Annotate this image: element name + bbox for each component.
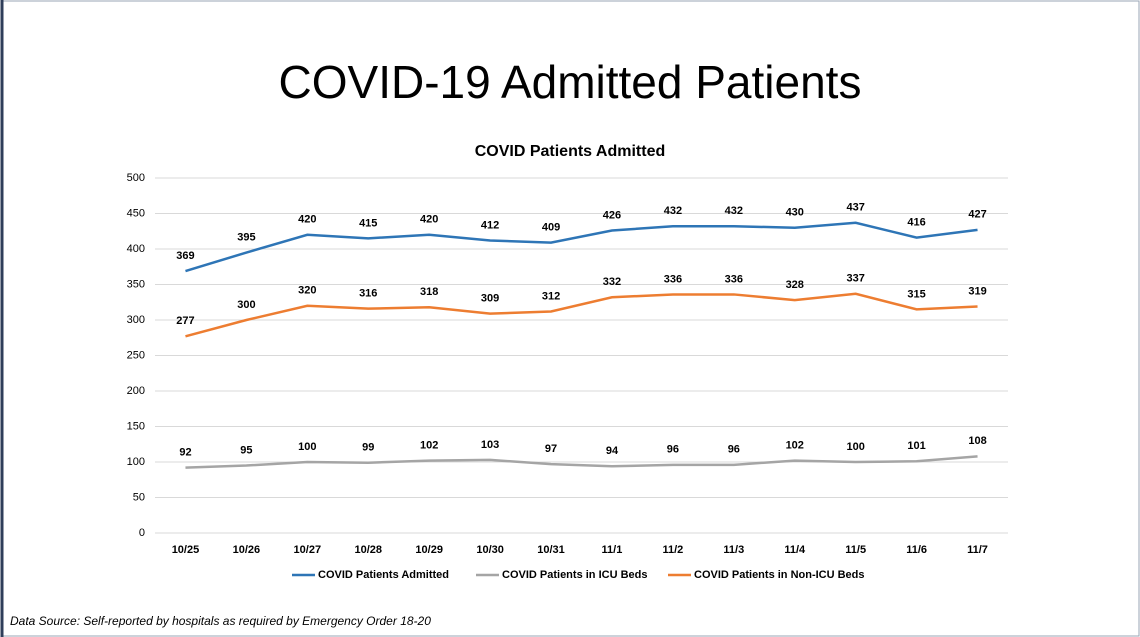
x-tick-label: 10/30 [476, 544, 504, 556]
series-line [185, 455, 978, 469]
y-tick-label: 50 [133, 491, 145, 503]
data-label: 277 [176, 315, 194, 327]
data-label: 432 [725, 205, 743, 217]
data-label: 108 [968, 435, 986, 447]
x-tick-label: 10/25 [172, 544, 200, 556]
y-tick-label: 350 [127, 278, 145, 290]
data-label: 395 [237, 231, 255, 243]
y-tick-label: 300 [127, 314, 145, 326]
y-tick-label: 150 [127, 420, 145, 432]
data-label: 103 [481, 439, 499, 451]
data-label: 100 [298, 441, 316, 453]
data-label: 409 [542, 222, 560, 234]
data-label: 95 [240, 444, 252, 456]
y-tick-label: 450 [127, 207, 145, 219]
data-label: 412 [481, 219, 499, 231]
data-label: 420 [420, 214, 438, 226]
data-label: 332 [603, 276, 621, 288]
data-label: 315 [907, 288, 925, 300]
data-label: 94 [606, 445, 619, 457]
data-label: 319 [968, 285, 986, 297]
data-label: 316 [359, 288, 377, 300]
x-tick-label: 10/27 [294, 544, 322, 556]
x-tick-label: 11/3 [723, 544, 744, 556]
x-tick-label: 11/6 [906, 544, 927, 556]
data-label: 300 [237, 299, 255, 311]
data-label: 102 [786, 439, 804, 451]
x-tick-label: 11/1 [602, 544, 623, 556]
legend-label: COVID Patients Admitted [318, 569, 449, 581]
data-label: 97 [545, 443, 557, 455]
footer-note: Data Source: Self-reported by hospitals … [10, 614, 431, 628]
y-tick-label: 200 [127, 385, 145, 397]
data-label: 336 [725, 273, 743, 285]
data-label: 320 [298, 285, 316, 297]
x-tick-label: 11/7 [967, 544, 988, 556]
y-tick-label: 400 [127, 243, 145, 255]
data-label: 102 [420, 439, 438, 451]
data-label: 432 [664, 205, 682, 217]
data-label: 416 [907, 217, 925, 229]
data-label: 99 [362, 442, 374, 454]
legend-label: COVID Patients in Non-ICU Beds [694, 569, 865, 581]
data-label: 437 [846, 202, 864, 214]
data-label: 318 [420, 286, 438, 298]
y-tick-label: 250 [127, 349, 145, 361]
y-tick-label: 100 [127, 456, 145, 468]
x-tick-label: 10/26 [233, 544, 261, 556]
x-tick-label: 11/5 [845, 544, 866, 556]
data-label: 430 [786, 207, 804, 219]
data-label: 369 [176, 250, 194, 262]
slide-title: COVID-19 Admitted Patients [279, 56, 862, 108]
series-line [185, 292, 978, 338]
data-label: 96 [728, 444, 740, 456]
x-tick-label: 10/28 [354, 544, 382, 556]
data-label: 312 [542, 290, 560, 302]
x-tick-label: 11/4 [784, 544, 806, 556]
x-tick-label: 10/29 [415, 544, 443, 556]
data-label: 92 [179, 447, 191, 459]
chart-title: COVID Patients Admitted [475, 143, 666, 160]
data-label: 309 [481, 293, 499, 305]
data-label: 420 [298, 214, 316, 226]
data-label: 426 [603, 209, 621, 221]
data-label: 328 [786, 279, 804, 291]
legend-label: COVID Patients in ICU Beds [502, 569, 647, 581]
data-label: 100 [846, 441, 864, 453]
x-tick-label: 11/2 [662, 544, 683, 556]
y-tick-label: 0 [139, 527, 145, 539]
data-label: 96 [667, 444, 679, 456]
data-label: 336 [664, 273, 682, 285]
data-label: 415 [359, 217, 377, 229]
series-line [185, 221, 978, 273]
x-tick-label: 10/31 [537, 544, 565, 556]
data-label: 427 [968, 209, 986, 221]
y-tick-label: 500 [127, 172, 145, 184]
data-label: 337 [846, 273, 864, 285]
data-label: 101 [907, 440, 925, 452]
